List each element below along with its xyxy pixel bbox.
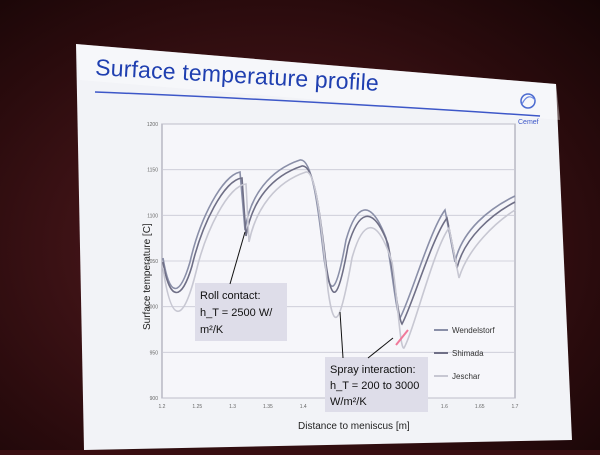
title-underline	[94, 91, 541, 117]
annotation-arrow-roll	[229, 231, 246, 285]
annotation-spray-interaction: Spray interaction: h_T = 200 to 3000 W/m…	[325, 311, 428, 412]
y-tick-label: 1050	[147, 259, 158, 265]
y-tick-label: 1000	[147, 305, 158, 311]
y-tick-label: 1100	[147, 213, 158, 219]
annotation-arrow-spray	[367, 337, 394, 359]
y-tick-label: 1200	[147, 122, 158, 128]
y-tick-label: 900	[150, 396, 159, 402]
x-tick-label: 1.7	[512, 404, 519, 410]
slide-highlight	[76, 44, 560, 120]
cemef-logo: Cemef	[518, 93, 539, 126]
series-lines	[162, 159, 516, 349]
x-tick-label: 1.3	[229, 404, 236, 410]
laser-pointer-mark	[395, 329, 409, 346]
annotation-line: m²/K	[200, 324, 224, 336]
legend-label: Jeschar	[452, 372, 480, 381]
y-tick-label: 950	[150, 350, 159, 356]
plot-area: 900 950 1000 1050 1100 1150 1200 1.2 1.25 1.3 1.3…	[147, 122, 519, 410]
series-line-jeschar	[162, 171, 516, 349]
annotation-line: h_T = 200 to 3000	[330, 380, 419, 392]
x-tick-label: 1.25	[192, 404, 202, 410]
annotation-box-roll	[195, 283, 287, 341]
x-tick-label: 1.6	[441, 404, 448, 410]
annotation-line: W/m²/K	[330, 396, 367, 408]
annotation-box-spray	[325, 357, 428, 412]
x-tick-label: 1.35	[263, 404, 273, 410]
x-tick-label: 1.65	[475, 404, 485, 410]
x-tick-label: 1.4	[300, 404, 307, 410]
annotation-roll-contact: Roll contact: h_T = 2500 W/ m²/K	[195, 231, 287, 341]
annotation-arrow-spray-2	[339, 311, 344, 359]
y-tick-label: 1150	[147, 168, 158, 174]
y-axis-label: Surface temperature [C]	[142, 223, 153, 330]
x-axis-label: Distance to meniscus [m]	[298, 421, 410, 432]
annotation-line: h_T = 2500 W/	[200, 307, 273, 319]
x-tick-label: 1.2	[159, 404, 166, 410]
annotation-line: Roll contact:	[200, 290, 261, 302]
chart-legend: Wendelstorf Shimada Jeschar	[434, 326, 495, 381]
logo-text: Cemef	[518, 119, 539, 126]
series-line-wendelstorf	[162, 159, 516, 320]
y-tick-labels: 900 950 1000 1050 1100 1150 1200	[147, 122, 158, 402]
annotation-line: Spray interaction:	[330, 364, 416, 376]
legend-label: Wendelstorf	[452, 326, 495, 335]
legend-label: Shimada	[452, 349, 484, 358]
series-line-shimada	[162, 165, 516, 326]
